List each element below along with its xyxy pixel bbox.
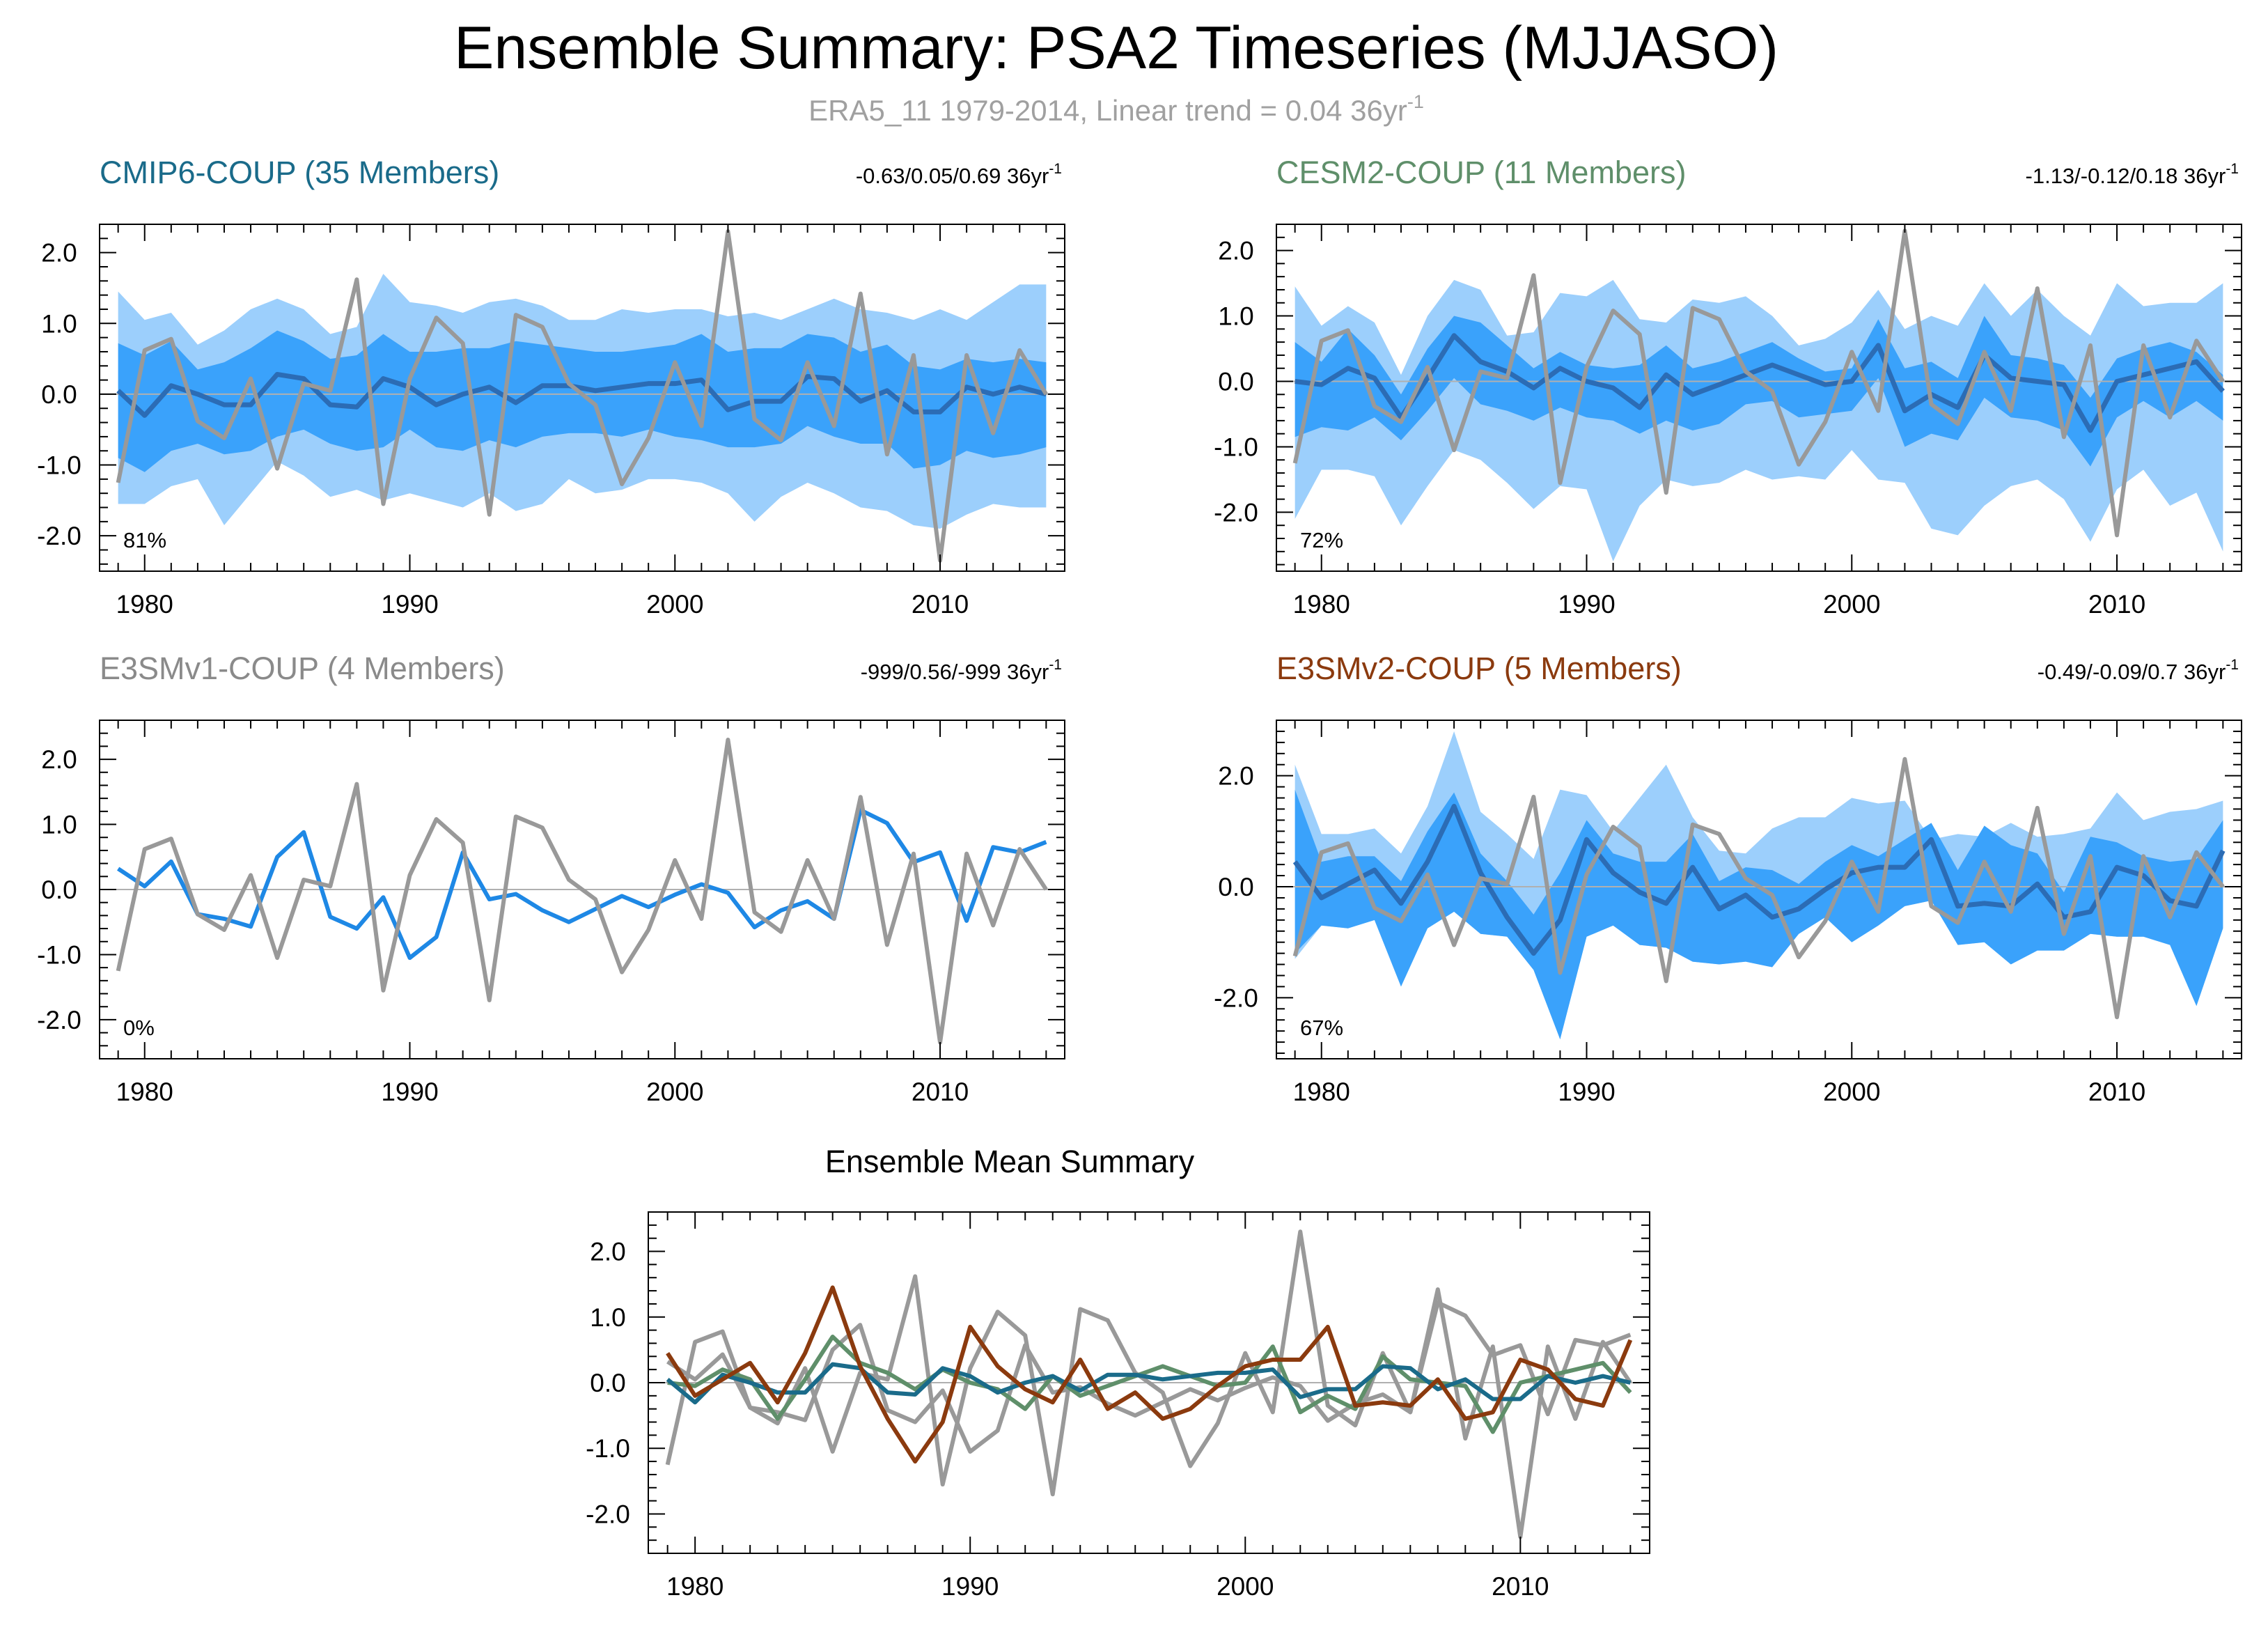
x-tick-label: 2000 bbox=[1823, 1078, 1880, 1106]
trend-sup: -1 bbox=[2226, 657, 2239, 673]
plot-area bbox=[1276, 731, 2242, 1040]
trend-text: -1.13/-0.12/0.18 36yr bbox=[2026, 164, 2226, 188]
panel-mean-summary: Ensemble Mean Summary 1980 1990 2000 2010 -2.… bbox=[586, 1144, 1650, 1601]
trend-text: -999/0.56/-999 36yr bbox=[861, 660, 1049, 684]
observation-line bbox=[116, 738, 1048, 1045]
y-tick-label: 2.0 bbox=[590, 1238, 625, 1266]
x-tick-label: 2000 bbox=[1217, 1572, 1274, 1601]
y-tick-label: -2.0 bbox=[586, 1500, 630, 1528]
ensemble-mean-line bbox=[1295, 333, 2225, 433]
panel-trend: -999/0.56/-999 36yr-1 bbox=[861, 657, 1062, 684]
plot-area bbox=[100, 229, 1065, 563]
plot-area bbox=[1276, 228, 2242, 561]
x-tick-label: 2000 bbox=[1823, 590, 1880, 619]
x-tick-label: 2010 bbox=[912, 1078, 969, 1106]
trend-sup: -1 bbox=[1049, 161, 1062, 177]
series-line-e3smv2-coup bbox=[666, 1285, 1633, 1464]
y-tick-label: 2.0 bbox=[41, 239, 77, 267]
panel-trend: -1.13/-0.12/0.18 36yr-1 bbox=[2026, 161, 2239, 188]
x-tick-label: 2010 bbox=[1492, 1572, 1549, 1601]
y-tick-label: 2.0 bbox=[1218, 762, 1253, 791]
panel-title: CESM2-COUP (11 Members) bbox=[1276, 155, 1686, 190]
y-tick-label: -1.0 bbox=[37, 940, 81, 969]
y-tick-label: -1.0 bbox=[586, 1434, 630, 1463]
panel-cesm2: CESM2-COUP (11 Members) -1.13/-0.12/0.18 … bbox=[1214, 155, 2242, 619]
x-tick-label: 2010 bbox=[912, 590, 969, 619]
panel-trend: -0.63/0.05/0.69 36yr-1 bbox=[856, 161, 1062, 188]
x-tick-label: 1980 bbox=[666, 1572, 724, 1601]
panels: CMIP6-COUP (35 Members) -0.63/0.05/0.69 3… bbox=[37, 155, 2242, 1601]
series-line-e3smv1-coup bbox=[666, 1300, 1632, 1454]
panel-e3smv2: E3SMv2-COUP (5 Members) -0.49/-0.09/0.7 3… bbox=[1214, 651, 2242, 1106]
panel-cmip6: CMIP6-COUP (35 Members) -0.63/0.05/0.69 3… bbox=[37, 155, 1065, 619]
percentage-label: 67% bbox=[1300, 1016, 1343, 1040]
observation-line bbox=[116, 229, 1048, 563]
y-tick-label: -2.0 bbox=[37, 522, 81, 550]
y-tick-label: 2.0 bbox=[1218, 237, 1253, 265]
x-tick-label: 1990 bbox=[1558, 1078, 1615, 1106]
y-tick-label: 1.0 bbox=[41, 811, 77, 839]
trend-text: -0.49/-0.09/0.7 36yr bbox=[2038, 660, 2226, 684]
plot-area bbox=[100, 738, 1065, 1045]
panel-e3smv1: E3SMv1-COUP (4 Members) -999/0.56/-999 36… bbox=[37, 651, 1065, 1106]
panel-title: CMIP6-COUP (35 Members) bbox=[100, 155, 499, 190]
x-tick-label: 2010 bbox=[2088, 1078, 2145, 1106]
y-tick-label: 0.0 bbox=[590, 1369, 625, 1397]
trend-sup: -1 bbox=[2226, 161, 2239, 177]
plot-area bbox=[648, 1229, 1650, 1539]
x-tick-label: 1980 bbox=[1293, 1078, 1350, 1106]
y-tick-label: 0.0 bbox=[1218, 873, 1253, 901]
figure-subtitle: ERA5_11 1979-2014, Linear trend = 0.04 3… bbox=[808, 91, 1424, 127]
y-tick-label: -2.0 bbox=[37, 1006, 81, 1034]
x-tick-label: 2010 bbox=[2088, 590, 2145, 619]
x-tick-label: 1980 bbox=[1293, 590, 1350, 619]
panel-title: Ensemble Mean Summary bbox=[825, 1144, 1195, 1179]
x-tick-label: 1990 bbox=[1558, 590, 1615, 619]
spread-band-inner bbox=[1295, 789, 2223, 1040]
plot-frame bbox=[1276, 224, 2242, 572]
x-tick-label: 1990 bbox=[381, 590, 438, 619]
y-tick-label: -1.0 bbox=[1214, 433, 1258, 461]
y-tick-label: 0.0 bbox=[1218, 368, 1253, 396]
y-tick-label: 1.0 bbox=[41, 309, 77, 338]
member-line bbox=[116, 807, 1047, 961]
percentage-label: 72% bbox=[1300, 528, 1343, 552]
observation-line bbox=[1292, 756, 2225, 1020]
percentage-label: 0% bbox=[123, 1016, 155, 1040]
x-tick-label: 2000 bbox=[646, 590, 703, 619]
y-tick-label: 1.0 bbox=[1218, 302, 1253, 331]
figure-title: Ensemble Summary: PSA2 Timeseries (MJJAS… bbox=[454, 15, 1778, 81]
x-tick-label: 1990 bbox=[381, 1078, 438, 1106]
panel-title: E3SMv1-COUP (4 Members) bbox=[100, 651, 505, 686]
panel-trend: -0.49/-0.09/0.7 36yr-1 bbox=[2038, 657, 2239, 684]
trend-text: -0.63/0.05/0.69 36yr bbox=[856, 164, 1049, 188]
y-tick-label: 0.0 bbox=[41, 876, 77, 904]
subtitle-text: ERA5_11 1979-2014, Linear trend = 0.04 3… bbox=[808, 94, 1407, 127]
y-tick-label: -1.0 bbox=[37, 451, 81, 480]
x-tick-label: 2000 bbox=[646, 1078, 703, 1106]
series-line-era5_11 bbox=[665, 1229, 1632, 1539]
spread-band-inner bbox=[1295, 316, 2223, 467]
y-tick-label: 2.0 bbox=[41, 745, 77, 774]
x-tick-label: 1980 bbox=[116, 590, 173, 619]
percentage-label: 81% bbox=[123, 528, 166, 552]
subtitle-sup: -1 bbox=[1407, 91, 1424, 112]
plot-frame bbox=[1276, 720, 2242, 1059]
x-tick-label: 1980 bbox=[116, 1078, 173, 1106]
spread-band-inner bbox=[118, 330, 1047, 472]
series-line-cesm2-coup bbox=[667, 1335, 1632, 1434]
panel-title: E3SMv2-COUP (5 Members) bbox=[1276, 651, 1682, 686]
x-tick-label: 1990 bbox=[941, 1572, 999, 1601]
y-tick-label: 1.0 bbox=[590, 1303, 625, 1332]
plot-frame bbox=[99, 224, 1065, 572]
ensemble-mean-line bbox=[116, 371, 1047, 418]
y-tick-label: 0.0 bbox=[41, 380, 77, 409]
trend-sup: -1 bbox=[1049, 657, 1062, 673]
series-line-cmip6-coup bbox=[666, 1362, 1632, 1405]
y-tick-label: -2.0 bbox=[1214, 984, 1258, 1012]
y-tick-label: -2.0 bbox=[1214, 498, 1258, 527]
observation-line bbox=[1292, 228, 2225, 538]
